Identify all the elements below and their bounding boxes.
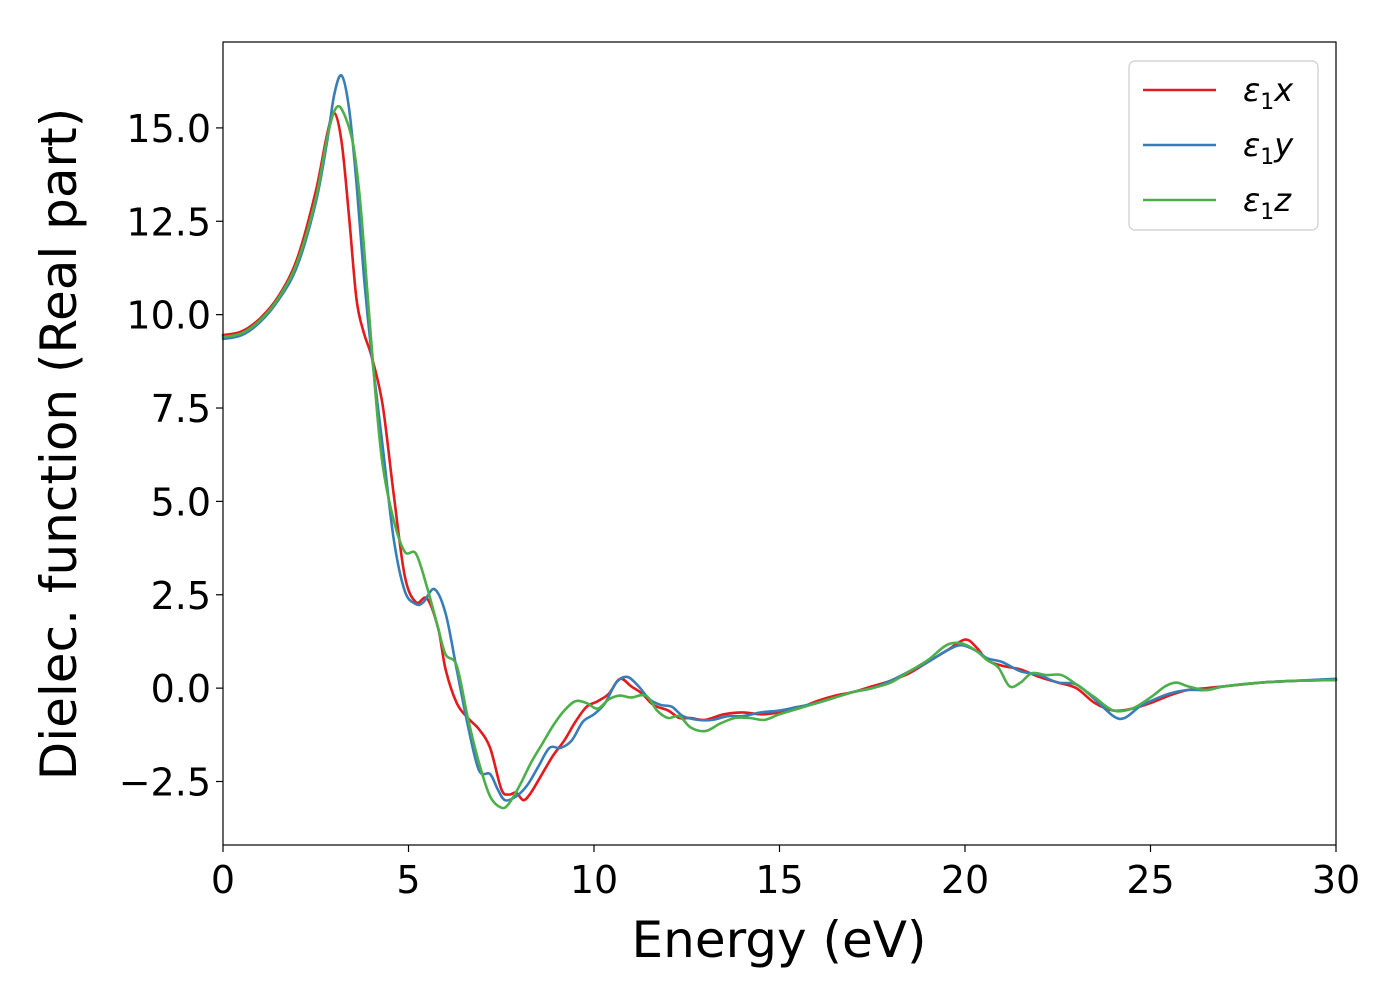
x-tick-label: 10 — [570, 858, 618, 902]
legend-entry-x: ε1x — [1143, 71, 1294, 115]
legend-box — [1128, 60, 1319, 231]
y-tick-label: 5.0 — [151, 480, 211, 524]
series-line-z — [221, 104, 1338, 810]
x-tick-label: 30 — [1312, 858, 1360, 902]
legend-label-axis: z — [1273, 181, 1292, 219]
legend-label-axis: x — [1273, 71, 1294, 109]
y-tick-label: −2.5 — [119, 761, 211, 805]
legend-label-axis: y — [1273, 126, 1294, 164]
y-axis: −2.5 0.0 2.5 5.0 7.5 10.0 12.5 15.0 — [119, 107, 223, 805]
x-tick-label: 25 — [1126, 858, 1174, 902]
legend-label-main: ε — [1243, 126, 1260, 164]
x-tick-label: 0 — [211, 858, 235, 902]
legend-label: ε1z — [1243, 181, 1292, 225]
y-tick-label: 0.0 — [151, 667, 211, 711]
legend-label-sub: 1 — [1260, 145, 1274, 170]
y-tick-label: 2.5 — [151, 574, 211, 618]
legend-entry-y: ε1y — [1143, 126, 1294, 170]
legend-label-sub: 1 — [1260, 200, 1274, 225]
x-tick-label: 15 — [755, 858, 803, 902]
x-tick-label: 20 — [941, 858, 989, 902]
legend-entry-z: ε1z — [1143, 181, 1292, 225]
legend-label: ε1x — [1243, 71, 1294, 115]
legend-label-main: ε — [1243, 71, 1260, 109]
y-tick-label: 12.5 — [126, 200, 211, 244]
x-axis-label: Energy (eV) — [632, 911, 927, 969]
legend-label-main: ε — [1243, 181, 1260, 219]
y-axis-label: Dielec. function (Real part) — [30, 108, 88, 780]
x-tick-label: 5 — [396, 858, 420, 902]
y-tick-label: 7.5 — [151, 387, 211, 431]
legend-label: ε1y — [1243, 126, 1294, 170]
y-tick-label: 10.0 — [126, 294, 211, 338]
x-axis: 0 5 10 15 20 25 30 — [211, 845, 1360, 902]
series-layer — [221, 73, 1338, 810]
y-tick-label: 15.0 — [126, 107, 211, 151]
legend-label-sub: 1 — [1260, 90, 1274, 115]
